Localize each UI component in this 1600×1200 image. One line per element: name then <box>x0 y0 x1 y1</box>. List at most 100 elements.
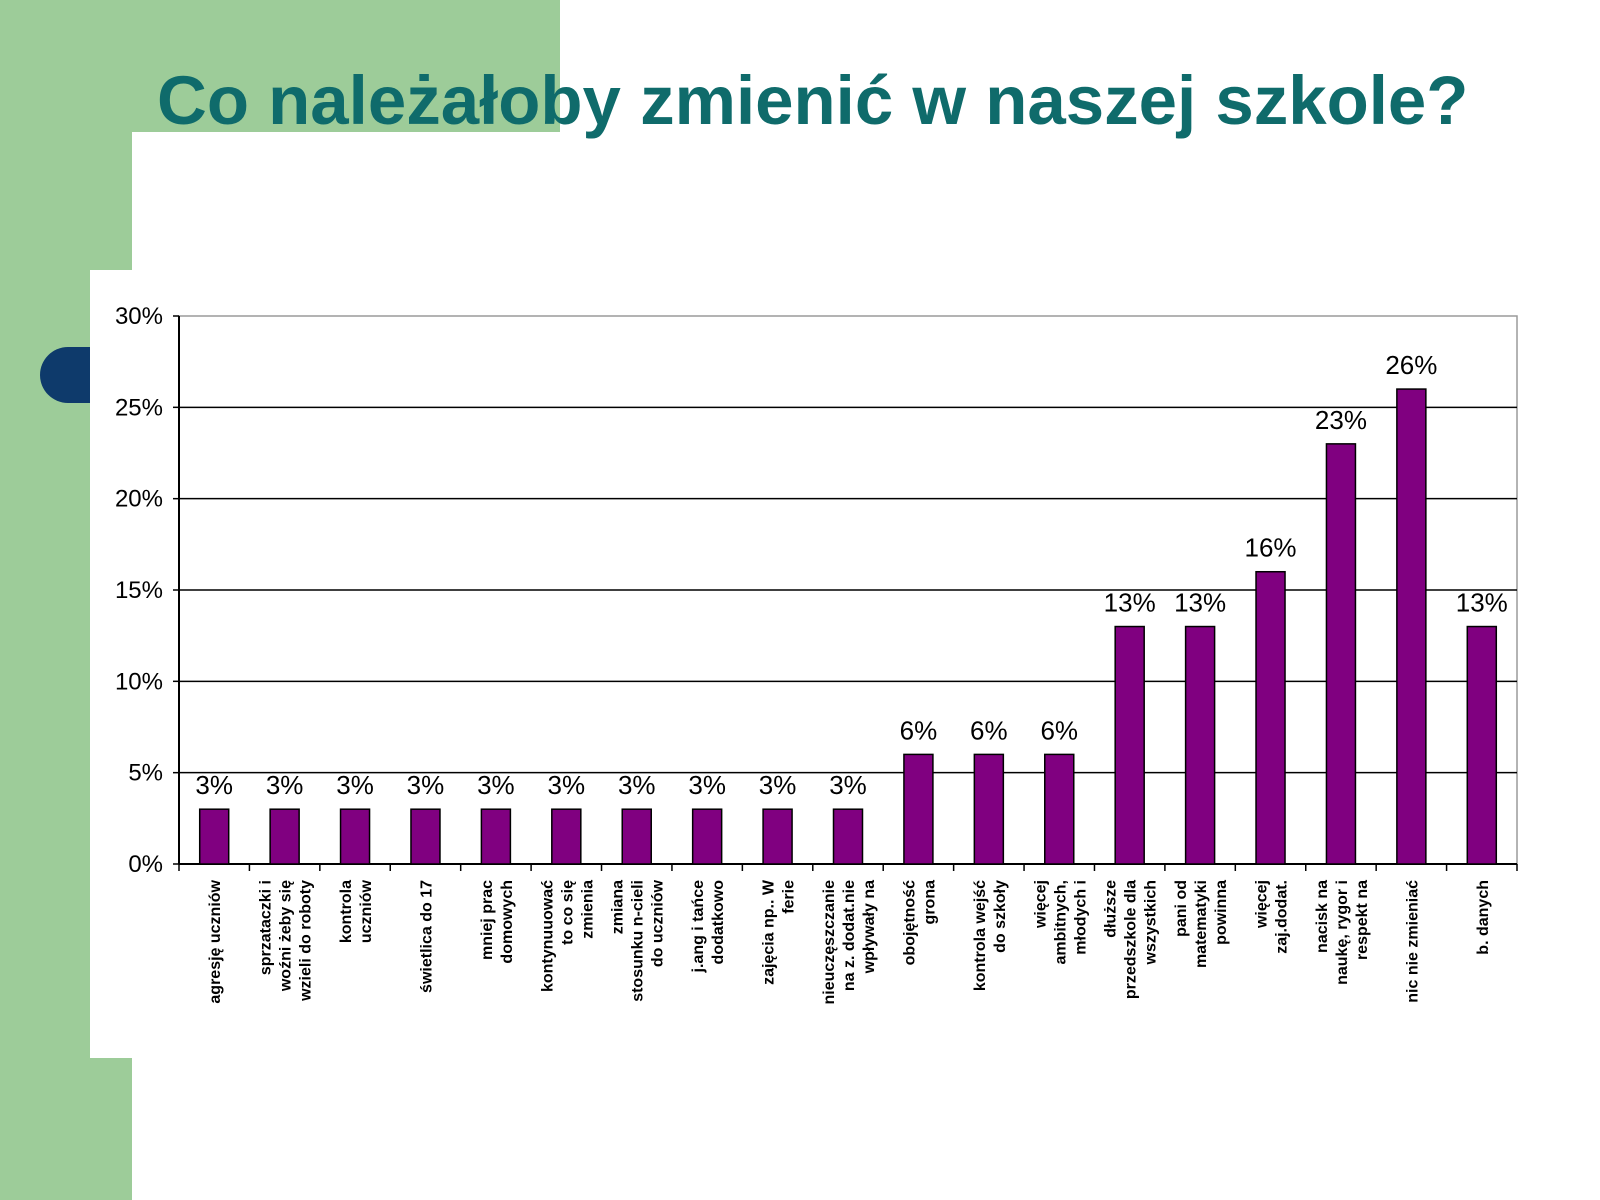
bar <box>339 808 371 865</box>
slide-title: Co należałoby zmienić w naszej szkole? <box>157 62 1469 139</box>
x-tick-label: stosunku n-cieli <box>630 880 647 1002</box>
bar <box>269 808 300 865</box>
x-tick-label: zmienia <box>579 880 596 939</box>
x-tick-label: świetlica do 17 <box>418 880 435 993</box>
data-label: 3% <box>407 770 445 800</box>
bar <box>1396 388 1427 865</box>
x-category-label: zmiana stosunku n-cieli do uczniów <box>610 879 667 1001</box>
x-tick-label: sprzataczki i <box>258 880 275 975</box>
data-label: 3% <box>477 770 515 800</box>
x-tick-label: do szkoły <box>992 880 1009 953</box>
x-category-label: kontrola uczniów <box>338 879 375 943</box>
data-label: 6% <box>970 715 1008 745</box>
data-label: 3% <box>618 770 656 800</box>
x-category-label: mniej prac domowych <box>479 880 516 964</box>
x-category-label: dłuższe przedszkole dla wszystkich <box>1103 880 1160 999</box>
bar <box>762 808 793 865</box>
background-green-header <box>0 0 560 132</box>
x-tick-label: woźni żeby się <box>278 880 295 992</box>
data-label: 13% <box>1174 588 1226 618</box>
x-tick-label: uczniów <box>358 879 375 943</box>
y-tick-label: 15% <box>115 577 163 604</box>
x-tick-label: pani od <box>1173 880 1190 937</box>
bar <box>480 808 512 865</box>
data-label: 6% <box>1040 715 1078 745</box>
x-category-label: nieuczęszczanie na z. dodat.nie wpływały n… <box>821 880 878 1005</box>
y-tick-label: 30% <box>115 303 163 330</box>
x-category-label: agresję uczniów <box>207 879 224 1003</box>
x-tick-label: nacisk na <box>1314 880 1331 953</box>
x-category-label: obojętność grona <box>901 880 938 965</box>
x-tick-label: to co się <box>559 880 576 945</box>
x-tick-label: dodatkowo <box>710 880 727 965</box>
bar <box>1255 570 1286 865</box>
x-tick-label: powinna <box>1213 880 1230 945</box>
data-label: 23% <box>1315 405 1367 435</box>
y-tick-label: 20% <box>115 486 163 513</box>
x-category-label: więcej ambitnych, młodych i <box>1032 880 1089 964</box>
bar <box>1184 625 1216 865</box>
y-tick-label: 0% <box>128 851 163 878</box>
x-tick-label: młodych i <box>1072 880 1089 955</box>
x-tick-label: kontynuuować <box>539 880 556 992</box>
x-category-label: j.ang i tańce dodatkowo <box>690 880 727 974</box>
x-tick-label: na z. dodat.nie <box>841 880 858 991</box>
y-tick-label: 5% <box>128 760 163 787</box>
x-category-label: b. danych <box>1475 880 1492 955</box>
x-category-label: kontrola wejść do szkoły <box>972 880 1009 991</box>
x-tick-label: domowych <box>499 880 516 964</box>
x-tick-label: ferie <box>781 880 798 914</box>
x-tick-label: więcej <box>1254 880 1271 929</box>
x-tick-label: wzieli do roboty <box>298 880 315 1002</box>
data-label: 13% <box>1104 588 1156 618</box>
x-tick-label: obojętność <box>901 880 918 965</box>
x-category-label: świetlica do 17 <box>418 880 435 993</box>
x-tick-label: b. danych <box>1475 880 1492 955</box>
x-tick-label: nieuczęszczanie <box>821 880 838 1005</box>
bar <box>410 808 441 865</box>
x-tick-label: agresję uczniów <box>207 879 224 1003</box>
x-tick-label: wpływały na <box>861 880 878 974</box>
bar <box>198 808 230 865</box>
x-category-label: sprzataczki i woźni żeby się wzieli do rob… <box>258 880 315 1002</box>
x-tick-label: nic nie zmieniać <box>1404 880 1421 1003</box>
x-tick-label: mniej prac <box>479 880 496 960</box>
x-tick-label: respekt na <box>1354 880 1371 960</box>
bar <box>903 753 934 865</box>
data-label: 3% <box>759 770 797 800</box>
data-label: 3% <box>266 770 304 800</box>
bar <box>1325 443 1357 865</box>
x-category-label: kontynuuować to co się zmienia <box>539 880 596 992</box>
x-tick-label: więcej <box>1032 880 1049 929</box>
data-label: 16% <box>1245 533 1297 563</box>
x-category-label: nacisk na naukę, rygor i respekt na <box>1314 880 1371 985</box>
x-tick-label: zajęcia np.. W <box>761 879 778 985</box>
x-category-label: nic nie zmieniać <box>1404 880 1421 1003</box>
x-category-label: pani od matematyki powinna <box>1173 880 1230 968</box>
bar <box>832 808 864 865</box>
x-tick-label: wszystkich <box>1143 880 1160 965</box>
x-tick-label: do uczniów <box>650 879 667 967</box>
bar <box>973 753 1005 865</box>
data-label: 26% <box>1385 350 1437 380</box>
bar <box>621 808 652 865</box>
y-tick-label: 25% <box>115 394 163 421</box>
x-tick-label: dłuższe <box>1103 880 1120 938</box>
data-label: 3% <box>195 770 233 800</box>
bar <box>691 808 723 865</box>
y-tick-label: 10% <box>115 668 163 695</box>
x-tick-label: zaj.dodat. <box>1274 880 1291 954</box>
data-label: 6% <box>900 715 938 745</box>
x-tick-label: ambitnych, <box>1052 880 1069 964</box>
data-label: 3% <box>336 770 374 800</box>
x-tick-label: grona <box>921 880 938 925</box>
bar <box>1044 753 1075 865</box>
x-tick-label: kontrola wejść <box>972 880 989 991</box>
bar <box>1114 625 1145 865</box>
x-tick-label: naukę, rygor i <box>1334 880 1351 985</box>
data-label: 3% <box>548 770 586 800</box>
bar <box>1466 625 1498 865</box>
x-tick-label: zmiana <box>610 880 627 934</box>
